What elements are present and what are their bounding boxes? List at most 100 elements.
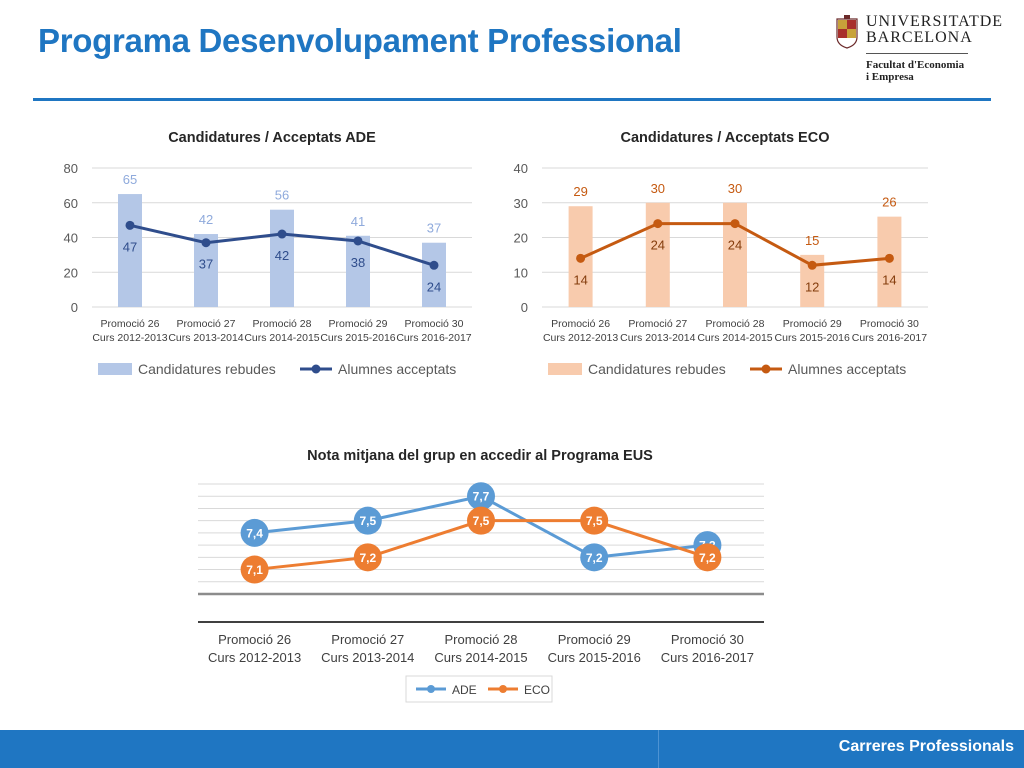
point-value-label: 7,2 xyxy=(359,551,376,565)
legend-label: Candidatures rebudes xyxy=(588,361,726,377)
x-tick-label: Promoció 26 xyxy=(551,318,610,330)
point-bubble xyxy=(353,543,382,572)
point-value-label: 7,2 xyxy=(586,551,603,565)
line-point xyxy=(201,238,211,248)
y-tick-label: 30 xyxy=(514,196,528,211)
y-tick-label: 40 xyxy=(64,231,78,246)
x-tick-label: Curs 2016-2017 xyxy=(852,332,927,344)
point-value-label: 7,7 xyxy=(473,490,490,504)
y-tick-label: 20 xyxy=(64,265,78,280)
x-tick-label: Promoció 30 xyxy=(405,318,464,330)
line-point xyxy=(807,260,817,270)
point-value-label: 7,2 xyxy=(699,551,716,565)
legend-label: Candidatures rebudes xyxy=(138,361,276,377)
x-tick-label: Promoció 27 xyxy=(331,632,404,647)
x-tick-label: Promoció 28 xyxy=(253,318,312,330)
y-tick-label: 0 xyxy=(71,300,78,315)
line-value-label: 24 xyxy=(651,238,665,253)
y-tick-label: 80 xyxy=(64,161,78,176)
x-tick-label: Promoció 27 xyxy=(177,318,236,330)
bar-value-label: 42 xyxy=(199,212,213,227)
logo-name-line2: BARCELONA xyxy=(866,29,973,46)
point-value-label: 7,5 xyxy=(586,514,603,528)
legend-swatch-marker xyxy=(311,364,321,374)
x-tick-label: Promoció 30 xyxy=(860,318,919,330)
point-bubble xyxy=(580,506,609,535)
point-bubble xyxy=(580,543,609,572)
x-tick-label: Curs 2014-2015 xyxy=(434,650,527,665)
x-tick-label: Curs 2015-2016 xyxy=(320,332,395,344)
line-value-label: 37 xyxy=(199,257,213,272)
bar-value-label: 29 xyxy=(573,184,587,199)
university-shield-icon xyxy=(836,15,858,49)
y-tick-label: 0 xyxy=(521,300,528,315)
legend-swatch-marker xyxy=(761,364,771,374)
y-tick-label: 20 xyxy=(514,231,528,246)
line-point xyxy=(576,253,586,263)
line-value-label: 42 xyxy=(275,248,289,263)
line-point xyxy=(277,229,287,239)
line-value-label: 47 xyxy=(123,239,137,254)
bar-value-label: 26 xyxy=(882,195,896,210)
point-bubble xyxy=(693,543,722,572)
x-tick-label: Promoció 28 xyxy=(706,318,765,330)
point-bubble xyxy=(467,482,495,511)
faculty-line1: Facultat d'Economia xyxy=(866,59,965,71)
legend-label: ADE xyxy=(452,683,477,697)
x-tick-label: Curs 2013-2014 xyxy=(321,650,414,665)
y-tick-label: 60 xyxy=(64,196,78,211)
line-point xyxy=(125,220,135,230)
x-tick-label: Curs 2016-2017 xyxy=(661,650,754,665)
x-tick-label: Curs 2013-2014 xyxy=(620,332,695,344)
point-value-label: 7,5 xyxy=(473,514,490,528)
bar-value-label: 56 xyxy=(275,188,289,203)
chart-title: Nota mitjana del grup en accedir al Prog… xyxy=(307,448,653,464)
line-value-label: 14 xyxy=(573,272,587,287)
bar xyxy=(422,242,446,307)
x-tick-label: Curs 2012-2013 xyxy=(208,650,301,665)
footer-bar: Carreres Professionals xyxy=(0,730,1024,768)
bar-value-label: 37 xyxy=(427,221,441,236)
legend-swatch-bar xyxy=(548,363,582,375)
line-value-label: 24 xyxy=(427,279,441,294)
line-point xyxy=(429,260,439,270)
page-title: Programa Desenvolupament Professional xyxy=(38,22,682,59)
point-value-label: 7,1 xyxy=(246,563,263,577)
line-value-label: 14 xyxy=(882,272,896,287)
bar-value-label: 41 xyxy=(351,214,365,229)
footer-divider xyxy=(658,730,659,768)
bar xyxy=(270,209,294,307)
legend-label: Alumnes acceptats xyxy=(338,361,456,377)
y-tick-label: 10 xyxy=(514,265,528,280)
x-tick-label: Curs 2013-2014 xyxy=(168,332,243,344)
bar-value-label: 15 xyxy=(805,233,819,248)
bar xyxy=(346,235,370,307)
legend-label: Alumnes acceptats xyxy=(788,361,906,377)
x-tick-label: Promoció 29 xyxy=(783,318,842,330)
point-value-label: 7,4 xyxy=(246,526,263,540)
bar-value-label: 65 xyxy=(123,172,137,187)
line-point xyxy=(730,219,740,229)
legend-label: ECO xyxy=(524,683,550,697)
chart-title: Candidatures / Acceptats ECO xyxy=(621,130,830,146)
point-value-label: 7,5 xyxy=(359,514,376,528)
x-tick-label: Promoció 28 xyxy=(445,632,518,647)
bar xyxy=(723,202,747,307)
legend-swatch-marker xyxy=(427,685,435,693)
bar xyxy=(645,202,670,307)
x-tick-label: Curs 2015-2016 xyxy=(548,650,641,665)
x-tick-label: Promoció 26 xyxy=(101,318,160,330)
faculty-name: Facultat d'Economia i Empresa xyxy=(866,59,964,83)
x-tick-label: Curs 2016-2017 xyxy=(396,332,471,344)
x-tick-label: Promoció 26 xyxy=(218,632,291,647)
university-logo: UNIVERSITATDE BARCELONA Facultat d'Econo… xyxy=(836,13,1002,93)
charts-canvas: Candidatures / Acceptats ADE 0 20 40 60 80 65 4… xyxy=(64,130,928,703)
footer-label: Carreres Professionals xyxy=(838,738,1014,755)
x-tick-label: Promoció 30 xyxy=(671,632,744,647)
bar-value-label: 30 xyxy=(728,181,742,196)
x-tick-label: Promoció 27 xyxy=(628,318,687,330)
x-tick-label: Curs 2012-2013 xyxy=(543,332,618,344)
logo-divider xyxy=(866,53,968,54)
bar xyxy=(118,194,142,307)
line-point xyxy=(353,236,363,246)
